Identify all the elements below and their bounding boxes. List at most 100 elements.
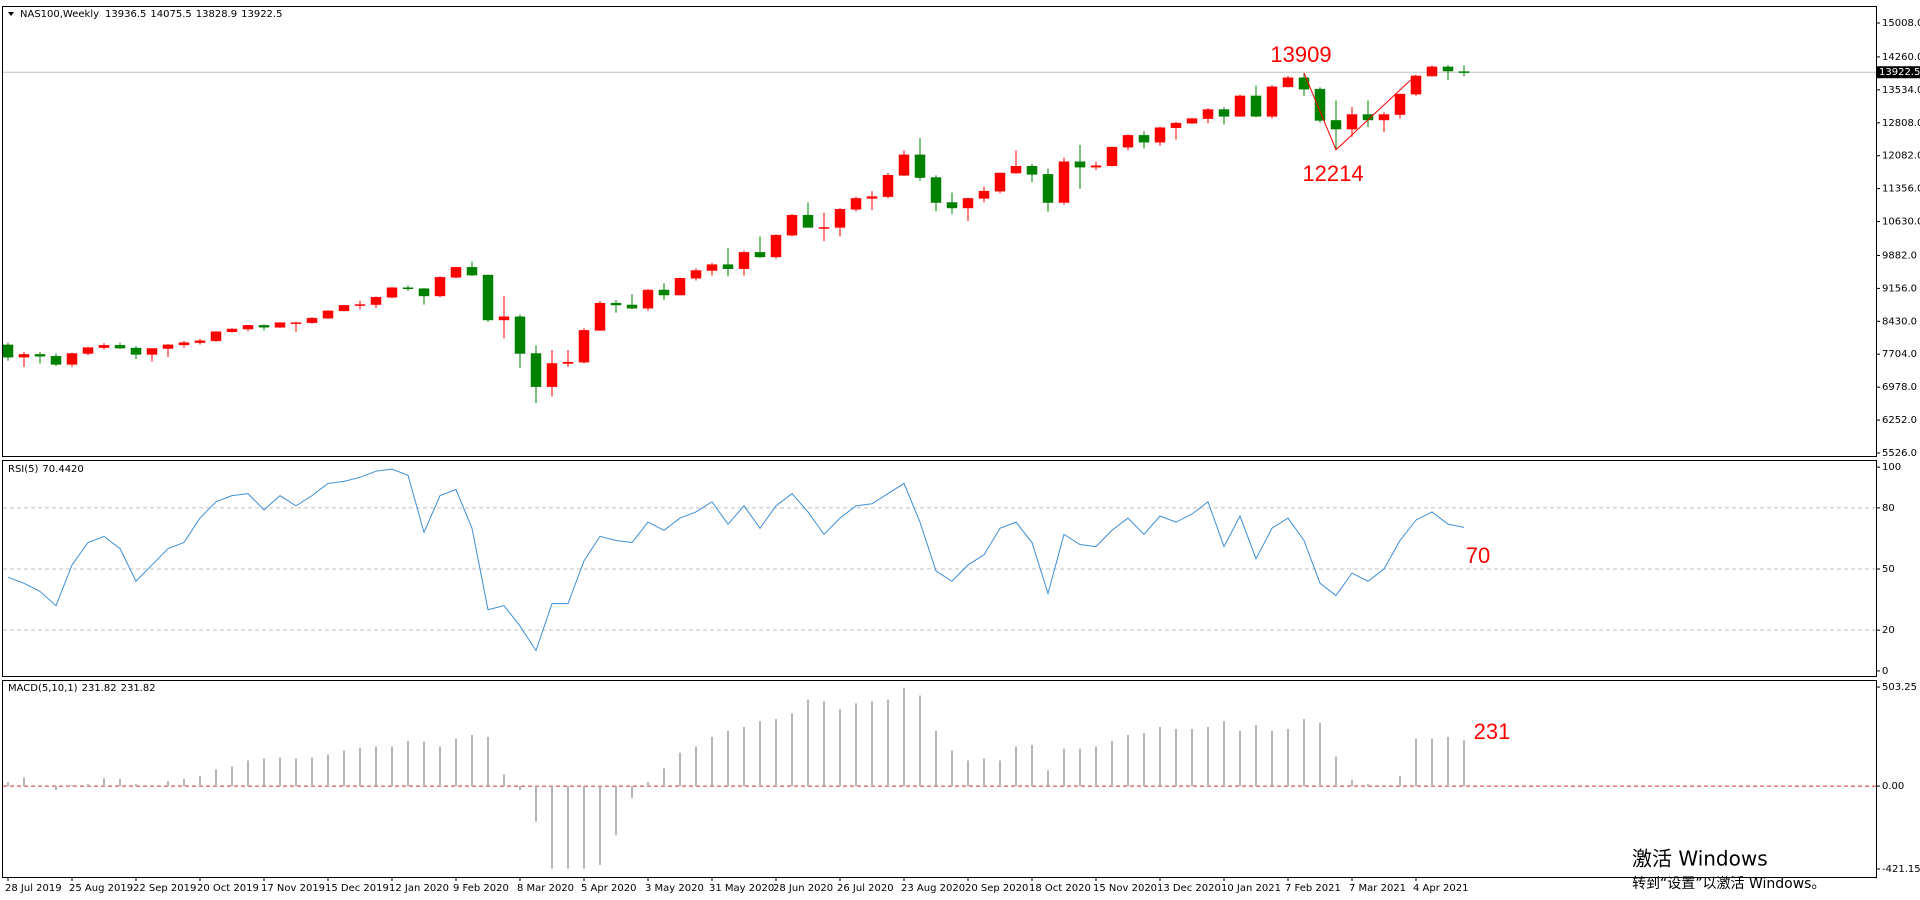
macd-bar (855, 703, 857, 787)
macd-header: MACD(5,10,1) 231.82 231.82 (8, 683, 156, 694)
macd-bar (919, 695, 921, 787)
x-tick-label: 31 May 2020 (709, 883, 774, 894)
candle-body (850, 198, 862, 210)
candle-body (1138, 135, 1150, 143)
candle-body (210, 331, 222, 342)
macd-bar (1255, 725, 1257, 787)
candle-body (642, 289, 654, 309)
macd-bar (999, 760, 1001, 787)
annotation: 13909 (1270, 42, 1331, 67)
x-tick-label: 7 Mar 2021 (1349, 883, 1406, 894)
candle-body (1026, 165, 1038, 175)
candle-body (1202, 109, 1214, 119)
macd-bar (695, 746, 697, 787)
x-tick-label: 28 Jun 2020 (773, 883, 833, 894)
candle-body (1314, 88, 1326, 121)
macd-bar (215, 769, 217, 787)
menu-arrow[interactable] (8, 12, 14, 16)
macd-bar (1239, 730, 1241, 787)
macd-bar (231, 766, 233, 787)
high: 14075.5 (150, 9, 191, 20)
macd-bar (1319, 723, 1321, 787)
macd-bar (1287, 729, 1289, 787)
candle-body (834, 209, 846, 228)
macd-bar (759, 721, 761, 787)
candle-body (578, 330, 590, 363)
candle-body (18, 354, 30, 358)
x-tick-label: 4 Apr 2021 (1413, 883, 1468, 894)
macd-bar (119, 779, 121, 787)
candle-body (82, 347, 94, 354)
y-tick-label: 503.25 (1882, 682, 1917, 693)
x-tick-label: 28 Jul 2019 (5, 883, 62, 894)
macd-bar (23, 777, 25, 787)
candle-body (706, 264, 718, 271)
x-tick-label: 18 Oct 2020 (1029, 883, 1091, 894)
candle-body (418, 288, 430, 297)
macd-bar (455, 738, 457, 787)
macd-bar (55, 786, 57, 791)
y-tick-label: 14260.0 (1882, 52, 1920, 63)
price-label-box (1876, 66, 1920, 79)
candle-body (1106, 146, 1118, 167)
y-tick-label: 80 (1882, 503, 1895, 514)
macd-bar (1367, 784, 1369, 787)
macd-bar (663, 768, 665, 787)
macd-bar (775, 719, 777, 787)
candle-body (1298, 77, 1310, 90)
x-tick-label: 20 Sep 2020 (965, 883, 1028, 894)
x-tick-label: 8 Mar 2020 (517, 883, 574, 894)
candle-body (1330, 120, 1342, 130)
candle-body (386, 287, 398, 298)
macd-bar (263, 758, 265, 787)
macd-bar (951, 750, 953, 787)
x-tick-label: 7 Feb 2021 (1285, 883, 1341, 894)
candle-body (786, 214, 798, 236)
macd-bar (1399, 776, 1401, 787)
rsi-pane (2, 460, 1877, 677)
macd-bar (151, 785, 153, 787)
candle-body (882, 175, 894, 197)
candle-body (1186, 118, 1198, 124)
macd-bar (967, 760, 969, 787)
candle-body (1090, 165, 1102, 168)
macd-bar (71, 785, 73, 787)
macd-bar (1127, 734, 1129, 787)
y-tick-label: 13534.0 (1882, 85, 1920, 96)
macd-bar (599, 786, 601, 865)
candle-body (162, 344, 174, 349)
macd-bar (87, 784, 89, 787)
candle-body (866, 196, 878, 199)
x-tick-label: 22 Sep 2019 (133, 883, 196, 894)
candle-body (594, 302, 606, 331)
x-tick-label: 26 Jul 2020 (837, 883, 894, 894)
macd-bar (1095, 746, 1097, 787)
candle-body (1458, 71, 1470, 73)
macd-bar (1143, 732, 1145, 787)
x-tick-label: 13 Dec 2020 (1157, 883, 1221, 894)
y-tick-label: 12808.0 (1882, 118, 1920, 129)
macd-bar (279, 757, 281, 787)
candle-body (1170, 122, 1182, 128)
candle-body (130, 347, 142, 355)
macd-bar (903, 687, 905, 787)
macd-bar (1303, 719, 1305, 787)
trend-line (1303, 72, 1417, 151)
candle-body (1250, 95, 1262, 117)
macd-bar (567, 786, 569, 869)
y-tick-label: 15008.0 (1882, 18, 1920, 29)
macd-bar (1159, 727, 1161, 787)
y-tick-label: 5526.0 (1882, 448, 1917, 459)
macd-bar (935, 730, 937, 787)
candle-body (1058, 161, 1070, 203)
y-tick-label: 0.00 (1882, 781, 1904, 792)
candle-body (66, 353, 78, 365)
candle-body (194, 340, 206, 343)
rsi-title: RSI(5) (8, 464, 39, 475)
macd-bar (807, 699, 809, 787)
macd-pane (2, 680, 1877, 878)
candle-body (658, 289, 670, 296)
rsi-value: 70.4420 (42, 464, 83, 475)
candle-body (514, 316, 526, 354)
x-tick-label: 20 Oct 2019 (197, 883, 259, 894)
